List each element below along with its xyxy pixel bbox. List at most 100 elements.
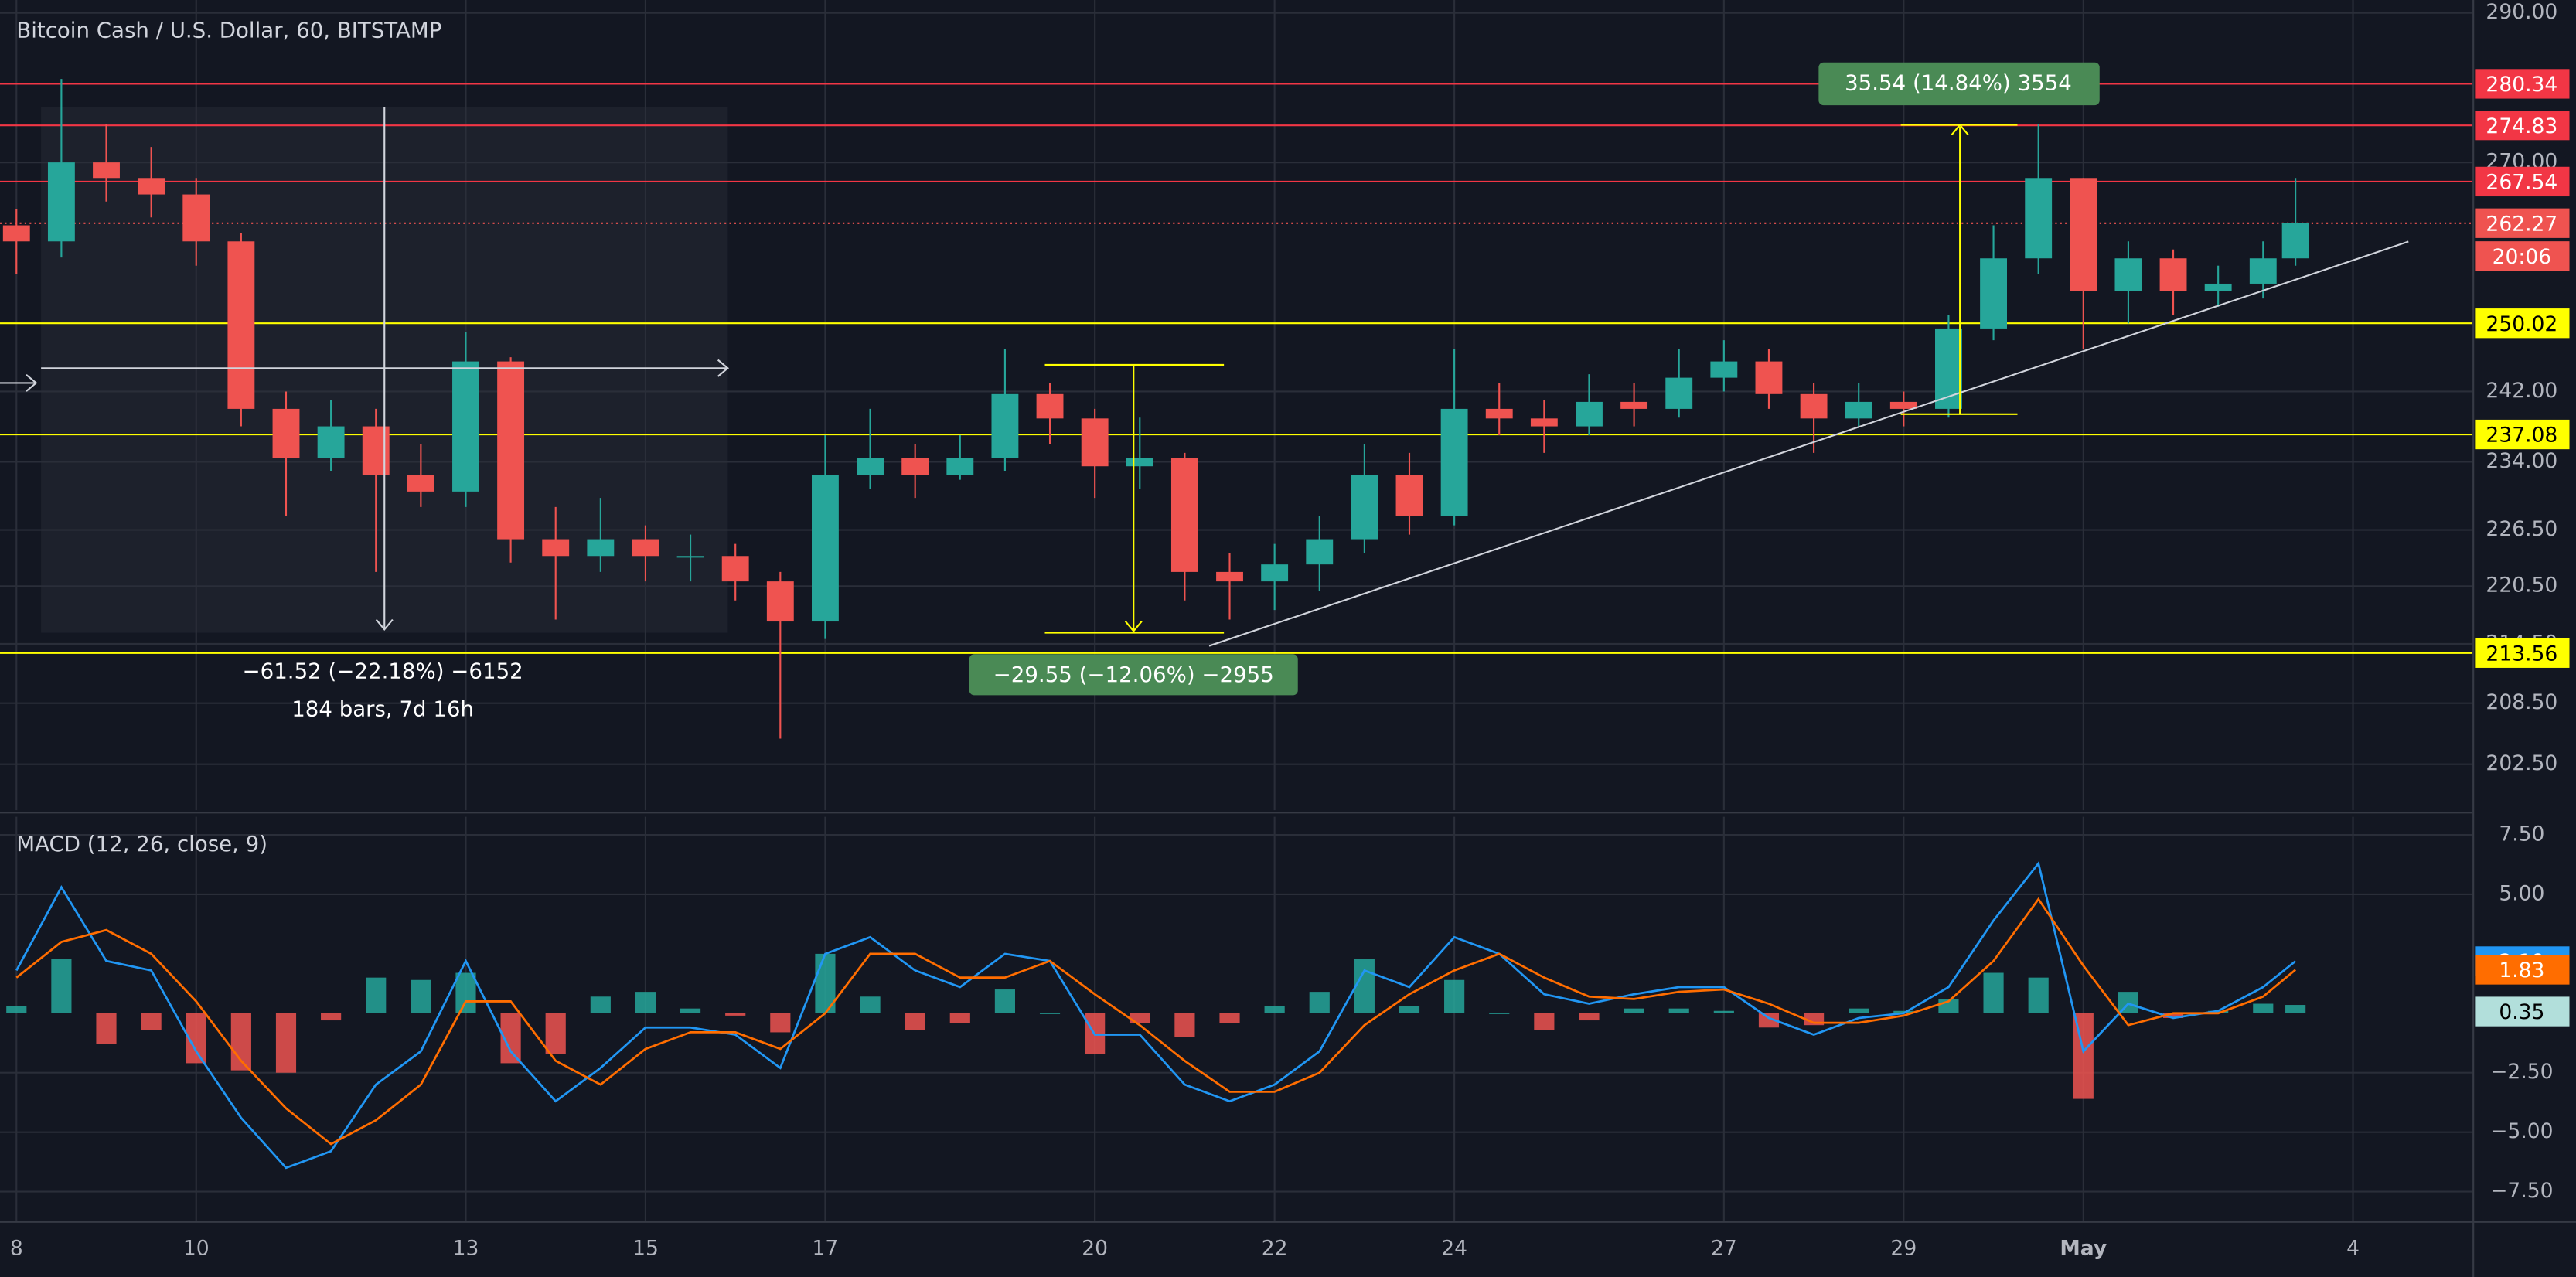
axes: 8 10 13 15 17 20 22 24 27 29 May 4290.00270.00242.0… bbox=[10, 0, 2570, 1260]
histogram-bar bbox=[770, 1013, 791, 1033]
x-tick-label: 10 bbox=[183, 1236, 210, 1260]
arrow-head bbox=[1951, 123, 1969, 136]
histogram-bar bbox=[725, 1013, 746, 1016]
candle-body bbox=[1306, 539, 1334, 565]
y-tick-label: 220.50 bbox=[2486, 574, 2557, 598]
candle-body bbox=[138, 178, 165, 195]
candle-body bbox=[1126, 458, 1153, 467]
candle-body bbox=[766, 581, 794, 622]
candle-body bbox=[2025, 178, 2053, 259]
histogram-bar bbox=[51, 959, 72, 1013]
x-tick-label: 15 bbox=[632, 1236, 659, 1260]
histogram-bar bbox=[1713, 1010, 1734, 1013]
candle-body bbox=[1755, 361, 1783, 394]
x-tick-label: 22 bbox=[1262, 1236, 1288, 1260]
histogram-bar bbox=[590, 996, 611, 1013]
candle-body bbox=[721, 556, 749, 582]
histogram-bar bbox=[994, 989, 1015, 1013]
candle-body bbox=[1710, 361, 1738, 378]
candle-body bbox=[1081, 418, 1109, 467]
candle-body bbox=[2114, 258, 2142, 291]
candle-body bbox=[227, 241, 255, 409]
candle-body bbox=[2159, 258, 2187, 291]
y-tick-label: −5.00 bbox=[2490, 1119, 2553, 1143]
measure-label: 35.54 (14.84%) 3554 bbox=[1845, 70, 2072, 95]
chart-title: Bitcoin Cash / U.S. Dollar, 60, BITSTAMP bbox=[16, 17, 441, 43]
candle-body bbox=[857, 458, 884, 475]
drawings bbox=[0, 107, 2409, 647]
x-tick-label: 13 bbox=[453, 1236, 479, 1260]
y-tick-label: 226.50 bbox=[2486, 517, 2557, 541]
last-price-label: 262.27 bbox=[2486, 212, 2557, 236]
candle-body bbox=[272, 408, 300, 458]
x-tick-label: 8 bbox=[10, 1236, 23, 1260]
price-level-label-box bbox=[2475, 166, 2570, 197]
candle-body bbox=[1889, 401, 1917, 409]
price-level-label: 250.02 bbox=[2486, 312, 2557, 336]
candle-body bbox=[2249, 258, 2277, 284]
x-tick-label: 17 bbox=[813, 1236, 839, 1260]
histogram-bar bbox=[96, 1013, 117, 1044]
histogram-bar bbox=[1309, 992, 1330, 1013]
price-level-label: 267.54 bbox=[2486, 171, 2557, 195]
histogram-bar bbox=[1983, 972, 2004, 1013]
candle-body bbox=[2204, 283, 2232, 291]
measure-label: 184 bars, 7d 16h bbox=[291, 696, 474, 721]
candle-body bbox=[1395, 475, 1423, 516]
measure-label: −29.55 (−12.06%) −2955 bbox=[993, 662, 1274, 687]
pane-title: MACD (12, 26, close, 9) bbox=[16, 831, 267, 856]
histogram-bar bbox=[1399, 1006, 1420, 1013]
y-tick-label: 242.00 bbox=[2486, 379, 2557, 403]
histogram-bar bbox=[1354, 959, 1375, 1013]
signal-line bbox=[15, 897, 2297, 1146]
histogram-bar bbox=[1668, 1008, 1689, 1013]
histogram-bar bbox=[1039, 1013, 1061, 1014]
candle-body bbox=[1980, 258, 2007, 329]
histogram-bar bbox=[2028, 977, 2049, 1013]
candle-body bbox=[1576, 401, 1603, 427]
signal-last-label-box bbox=[2475, 955, 2570, 985]
measure-box bbox=[969, 654, 1298, 696]
x-tick-label: 20 bbox=[1082, 1236, 1108, 1260]
histogram-bar bbox=[1264, 1006, 1285, 1013]
price-level-label: 280.34 bbox=[2486, 73, 2557, 97]
candle-body bbox=[1216, 571, 1243, 582]
histogram-bar bbox=[141, 1013, 162, 1030]
histogram-bar bbox=[635, 992, 656, 1013]
candle-body bbox=[676, 556, 704, 558]
histogram-bar bbox=[455, 972, 476, 1013]
candles bbox=[2, 79, 2309, 739]
macd-line bbox=[15, 860, 2296, 1170]
histogram-bar bbox=[366, 977, 387, 1013]
y-tick-label: 7.50 bbox=[2499, 822, 2544, 846]
measure-label: −61.52 (−22.18%) −6152 bbox=[243, 659, 523, 684]
signal-last-label: 1.83 bbox=[2499, 959, 2544, 982]
histogram-bar bbox=[1579, 1013, 1600, 1021]
candle-body bbox=[2070, 178, 2097, 291]
candle-body bbox=[2281, 223, 2309, 259]
price-level-label-box bbox=[2475, 111, 2570, 141]
candle-body bbox=[1620, 401, 1648, 409]
histogram-bar bbox=[275, 1013, 297, 1073]
y-tick-label: 234.00 bbox=[2486, 449, 2557, 473]
histogram-bar bbox=[1758, 1013, 1780, 1028]
x-tick-label: 27 bbox=[1711, 1236, 1737, 1260]
histogram-bar bbox=[1219, 1013, 1240, 1023]
candle-body bbox=[946, 458, 974, 475]
y-tick-label: −2.50 bbox=[2490, 1060, 2553, 1084]
histogram-bar bbox=[6, 1006, 27, 1013]
candle-body bbox=[1485, 408, 1513, 419]
histogram-bar bbox=[949, 1013, 970, 1023]
candle-body bbox=[587, 539, 615, 557]
candle-body bbox=[1800, 393, 1828, 419]
macd-pane bbox=[6, 860, 2306, 1170]
histogram-bar bbox=[680, 1008, 701, 1013]
candle-body bbox=[362, 426, 390, 475]
candle-body bbox=[497, 361, 525, 540]
y-tick-label: 5.00 bbox=[2499, 881, 2544, 905]
candle-body bbox=[452, 361, 479, 492]
candle-body bbox=[1440, 408, 1468, 516]
